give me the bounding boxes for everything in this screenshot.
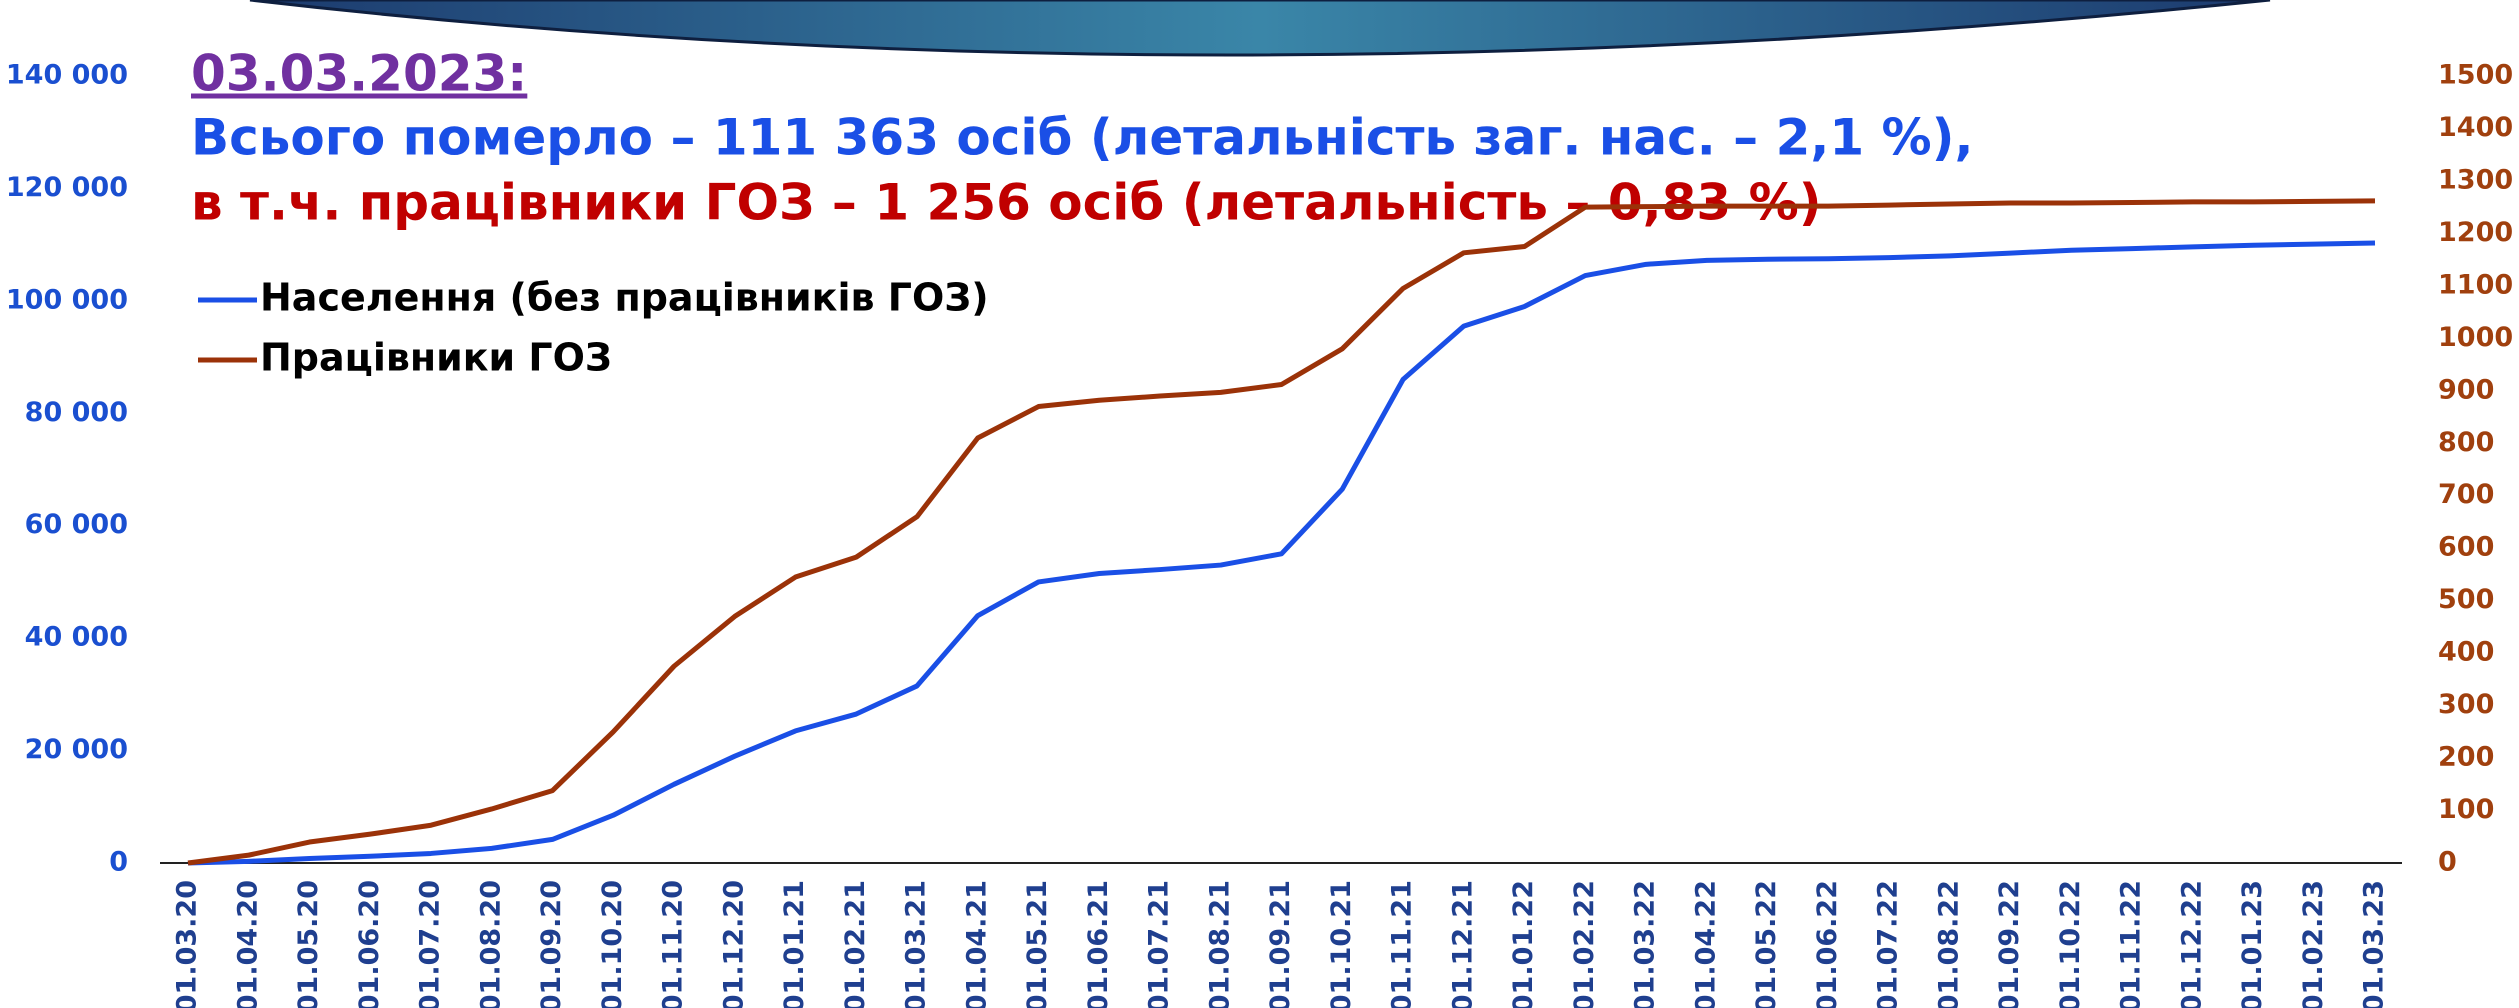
x-tick-label: 01.02.22: [1569, 880, 1600, 1008]
x-tick-label: 01.01.23: [2237, 880, 2268, 1008]
x-tick-label: 01.05.20: [293, 880, 324, 1008]
x-tick-label: 01.08.20: [475, 880, 506, 1008]
x-tick-label: 01.10.20: [597, 880, 628, 1008]
x-tick-label: 01.09.22: [1994, 880, 2025, 1008]
x-tick-label: 01.12.22: [2176, 880, 2207, 1008]
y2-tick-label: 500: [2438, 584, 2494, 615]
x-tick-label: 01.03.22: [1630, 880, 1661, 1008]
x-tick-label: 01.12.21: [1447, 880, 1478, 1008]
y-tick-label: 20 000: [25, 734, 128, 765]
x-tick-label: 01.07.21: [1144, 880, 1175, 1008]
x-tick-label: 01.06.21: [1083, 880, 1114, 1008]
x-tick-label: 01.11.21: [1387, 880, 1418, 1008]
y2-tick-label: 200: [2438, 742, 2494, 773]
y2-tick-label: 1000: [2438, 322, 2513, 353]
x-tick-label: 01.02.21: [840, 880, 871, 1008]
y2-tick-label: 1100: [2438, 269, 2513, 300]
x-tick-label: 01.03.20: [172, 880, 203, 1008]
x-tick-label: 01.04.22: [1690, 880, 1721, 1008]
y2-tick-label: 900: [2438, 374, 2494, 405]
x-tick-label: 01.03.21: [901, 880, 932, 1008]
y-tick-label: 100 000: [6, 284, 128, 315]
x-tick-label: 01.08.22: [1933, 880, 1964, 1008]
x-tick-label: 01.10.21: [1326, 880, 1357, 1008]
x-tick-label: 01.03.23: [2359, 880, 2390, 1008]
x-tick-label: 01.09.20: [536, 880, 567, 1008]
y2-tick-label: 700: [2438, 479, 2494, 510]
x-tick-label: 01.12.20: [718, 880, 749, 1008]
x-tick-label: 01.09.21: [1265, 880, 1296, 1008]
chart-title: 03.03.2023:: [191, 45, 527, 103]
y-tick-label: 0: [109, 847, 128, 878]
y-tick-label: 80 000: [25, 397, 128, 428]
subtitle: Всього померло – 111 363 осіб (летальніс…: [191, 109, 1974, 167]
y2-tick-label: 1500: [2438, 60, 2513, 91]
x-tick-label: 01.04.20: [232, 880, 263, 1008]
y2-tick-label: 100: [2438, 794, 2494, 825]
series-line: [187, 198, 2376, 866]
x-tick-label: 01.07.20: [415, 880, 446, 1008]
y2-tick-label: 600: [2438, 532, 2494, 563]
y2-tick-label: 0: [2438, 847, 2457, 878]
x-tick-label: 01.08.21: [1204, 880, 1235, 1008]
y2-tick-label: 1400: [2438, 112, 2513, 143]
x-tick-label: 01.02.23: [2298, 880, 2329, 1008]
x-tick-label: 01.06.22: [1812, 880, 1843, 1008]
x-tick-label: 01.11.20: [658, 880, 689, 1008]
x-tick-label: 01.07.22: [1873, 880, 1904, 1008]
annotation: в т.ч. працівники ГОЗ – 1 256 осіб (лета…: [191, 174, 1822, 232]
x-tick-label: 01.05.22: [1751, 880, 1782, 1008]
y-tick-label: 140 000: [6, 60, 128, 91]
legend-label: Населення (без працівників ГОЗ): [260, 276, 989, 320]
x-tick-label: 01.10.22: [2055, 880, 2086, 1008]
y2-tick-label: 400: [2438, 637, 2494, 668]
y2-tick-label: 1300: [2438, 164, 2513, 195]
y-tick-label: 120 000: [6, 172, 128, 203]
y2-tick-label: 300: [2438, 689, 2494, 720]
series-line: [187, 240, 2376, 866]
x-tick-label: 01.01.22: [1508, 880, 1539, 1008]
x-tick-label: 01.04.21: [961, 880, 992, 1008]
header-decoration: [249, 0, 2271, 57]
y2-tick-label: 800: [2438, 427, 2494, 458]
y-tick-label: 40 000: [25, 622, 128, 653]
legend-label: Працівники ГОЗ: [260, 336, 612, 380]
x-tick-label: 01.01.21: [779, 880, 810, 1008]
y-tick-label: 60 000: [25, 509, 128, 540]
x-tick-label: 01.11.22: [2116, 880, 2147, 1008]
x-tick-label: 01.06.20: [354, 880, 385, 1008]
y2-tick-label: 1200: [2438, 217, 2513, 248]
x-tick-label: 01.05.21: [1022, 880, 1053, 1008]
